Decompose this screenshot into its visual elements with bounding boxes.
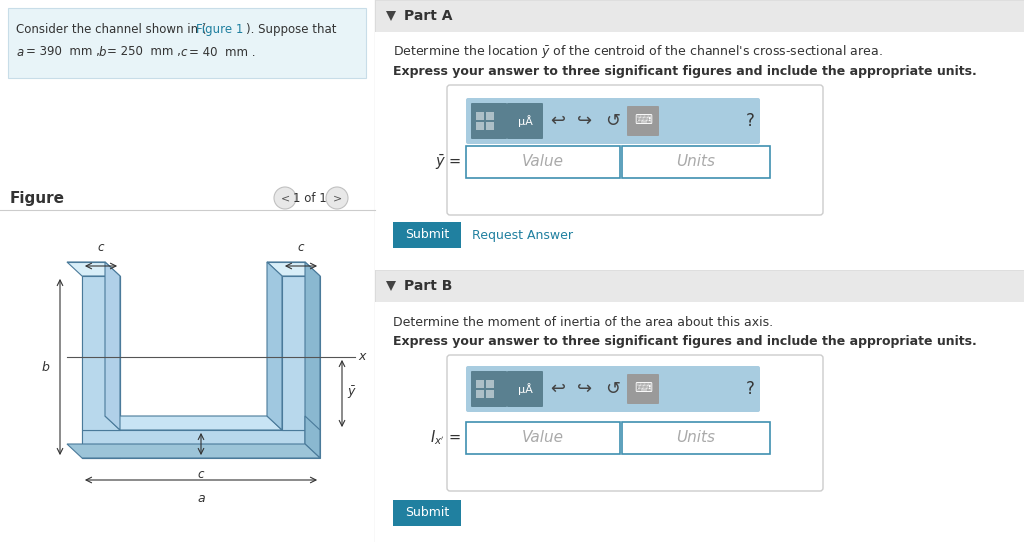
- Text: ?: ?: [745, 380, 755, 398]
- Text: >: >: [333, 193, 342, 203]
- Bar: [476, 390, 484, 398]
- Bar: [466, 146, 620, 178]
- Bar: [486, 122, 494, 130]
- FancyBboxPatch shape: [466, 366, 760, 412]
- Bar: [375, 0, 1024, 542]
- Text: Consider the channel shown in (: Consider the channel shown in (: [16, 23, 207, 36]
- Text: ↪: ↪: [578, 112, 593, 130]
- Polygon shape: [82, 276, 120, 430]
- FancyBboxPatch shape: [447, 85, 823, 215]
- Text: Value: Value: [522, 430, 564, 446]
- Text: ⌨: ⌨: [634, 114, 652, 127]
- Text: Determine the location $\bar{y}$ of the centroid of the channel's cross-sectiona: Determine the location $\bar{y}$ of the …: [393, 43, 883, 61]
- Bar: [622, 146, 770, 178]
- FancyBboxPatch shape: [627, 106, 659, 136]
- FancyBboxPatch shape: [466, 98, 760, 144]
- Text: ↩: ↩: [551, 112, 565, 130]
- Text: Part A: Part A: [404, 9, 453, 23]
- Text: μÅ: μÅ: [517, 383, 532, 395]
- Text: $x$: $x$: [358, 351, 368, 364]
- Bar: [622, 422, 770, 454]
- Text: Figure: Figure: [10, 190, 65, 205]
- Bar: [375, 302, 1024, 542]
- Polygon shape: [67, 444, 319, 458]
- FancyBboxPatch shape: [507, 103, 543, 139]
- Bar: [476, 112, 484, 120]
- Text: μÅ: μÅ: [517, 115, 532, 127]
- Polygon shape: [267, 262, 319, 276]
- Text: Express your answer to three significant figures and include the appropriate uni: Express your answer to three significant…: [393, 66, 977, 79]
- FancyBboxPatch shape: [471, 103, 507, 139]
- Polygon shape: [305, 262, 319, 458]
- Text: = 390  mm ,: = 390 mm ,: [26, 46, 100, 59]
- Bar: [375, 32, 1024, 270]
- Text: = 250  mm ,: = 250 mm ,: [106, 46, 181, 59]
- Text: Units: Units: [677, 430, 716, 446]
- Text: ↩: ↩: [551, 380, 565, 398]
- Text: Units: Units: [677, 154, 716, 170]
- Polygon shape: [267, 262, 282, 430]
- Polygon shape: [105, 416, 282, 430]
- Polygon shape: [305, 416, 319, 458]
- Text: $I_{x'}$ =: $I_{x'}$ =: [430, 429, 461, 447]
- Text: $b$: $b$: [98, 45, 106, 59]
- Polygon shape: [105, 262, 120, 430]
- Text: Part B: Part B: [404, 279, 453, 293]
- Text: Submit: Submit: [404, 229, 450, 242]
- Polygon shape: [67, 262, 120, 276]
- Text: $c$: $c$: [97, 241, 105, 254]
- Text: Submit: Submit: [404, 507, 450, 519]
- Bar: [375, 0, 1024, 32]
- Text: Value: Value: [522, 154, 564, 170]
- Text: <: <: [281, 193, 290, 203]
- Text: $c$: $c$: [297, 241, 305, 254]
- Polygon shape: [82, 430, 319, 458]
- Bar: [486, 380, 494, 388]
- Text: $b$: $b$: [41, 360, 50, 374]
- Text: $c$: $c$: [197, 468, 205, 481]
- Bar: [476, 380, 484, 388]
- FancyBboxPatch shape: [447, 355, 823, 491]
- Bar: [476, 122, 484, 130]
- Text: $\bar{y}$ =: $\bar{y}$ =: [435, 152, 461, 171]
- FancyBboxPatch shape: [471, 371, 507, 407]
- FancyBboxPatch shape: [507, 371, 543, 407]
- FancyBboxPatch shape: [393, 500, 461, 526]
- Bar: [486, 390, 494, 398]
- Text: Determine the moment of inertia of the area about this axis.: Determine the moment of inertia of the a…: [393, 315, 773, 328]
- Text: 1 of 1: 1 of 1: [293, 191, 327, 204]
- Text: $a$: $a$: [197, 492, 206, 505]
- Polygon shape: [386, 11, 396, 21]
- Polygon shape: [386, 281, 396, 291]
- Text: Request Answer: Request Answer: [472, 229, 573, 242]
- Text: = 40  mm .: = 40 mm .: [189, 46, 256, 59]
- Text: $c$: $c$: [180, 46, 188, 59]
- Text: $a$: $a$: [16, 46, 25, 59]
- Polygon shape: [282, 276, 319, 430]
- Text: Express your answer to three significant figures and include the appropriate uni: Express your answer to three significant…: [393, 335, 977, 349]
- FancyBboxPatch shape: [393, 222, 461, 248]
- Text: ↺: ↺: [605, 380, 621, 398]
- Bar: [486, 112, 494, 120]
- Bar: [375, 270, 1024, 302]
- Polygon shape: [82, 276, 120, 458]
- Bar: [0, 0, 375, 542]
- Text: ↺: ↺: [605, 112, 621, 130]
- Text: Figure 1: Figure 1: [196, 23, 244, 36]
- FancyBboxPatch shape: [8, 8, 366, 78]
- Circle shape: [274, 187, 296, 209]
- Circle shape: [326, 187, 348, 209]
- Text: ⌨: ⌨: [634, 383, 652, 396]
- Bar: [466, 422, 620, 454]
- FancyBboxPatch shape: [627, 374, 659, 404]
- Text: ?: ?: [745, 112, 755, 130]
- Text: ). Suppose that: ). Suppose that: [246, 23, 337, 36]
- Text: $\bar{y}$: $\bar{y}$: [347, 385, 356, 401]
- Text: ↪: ↪: [578, 380, 593, 398]
